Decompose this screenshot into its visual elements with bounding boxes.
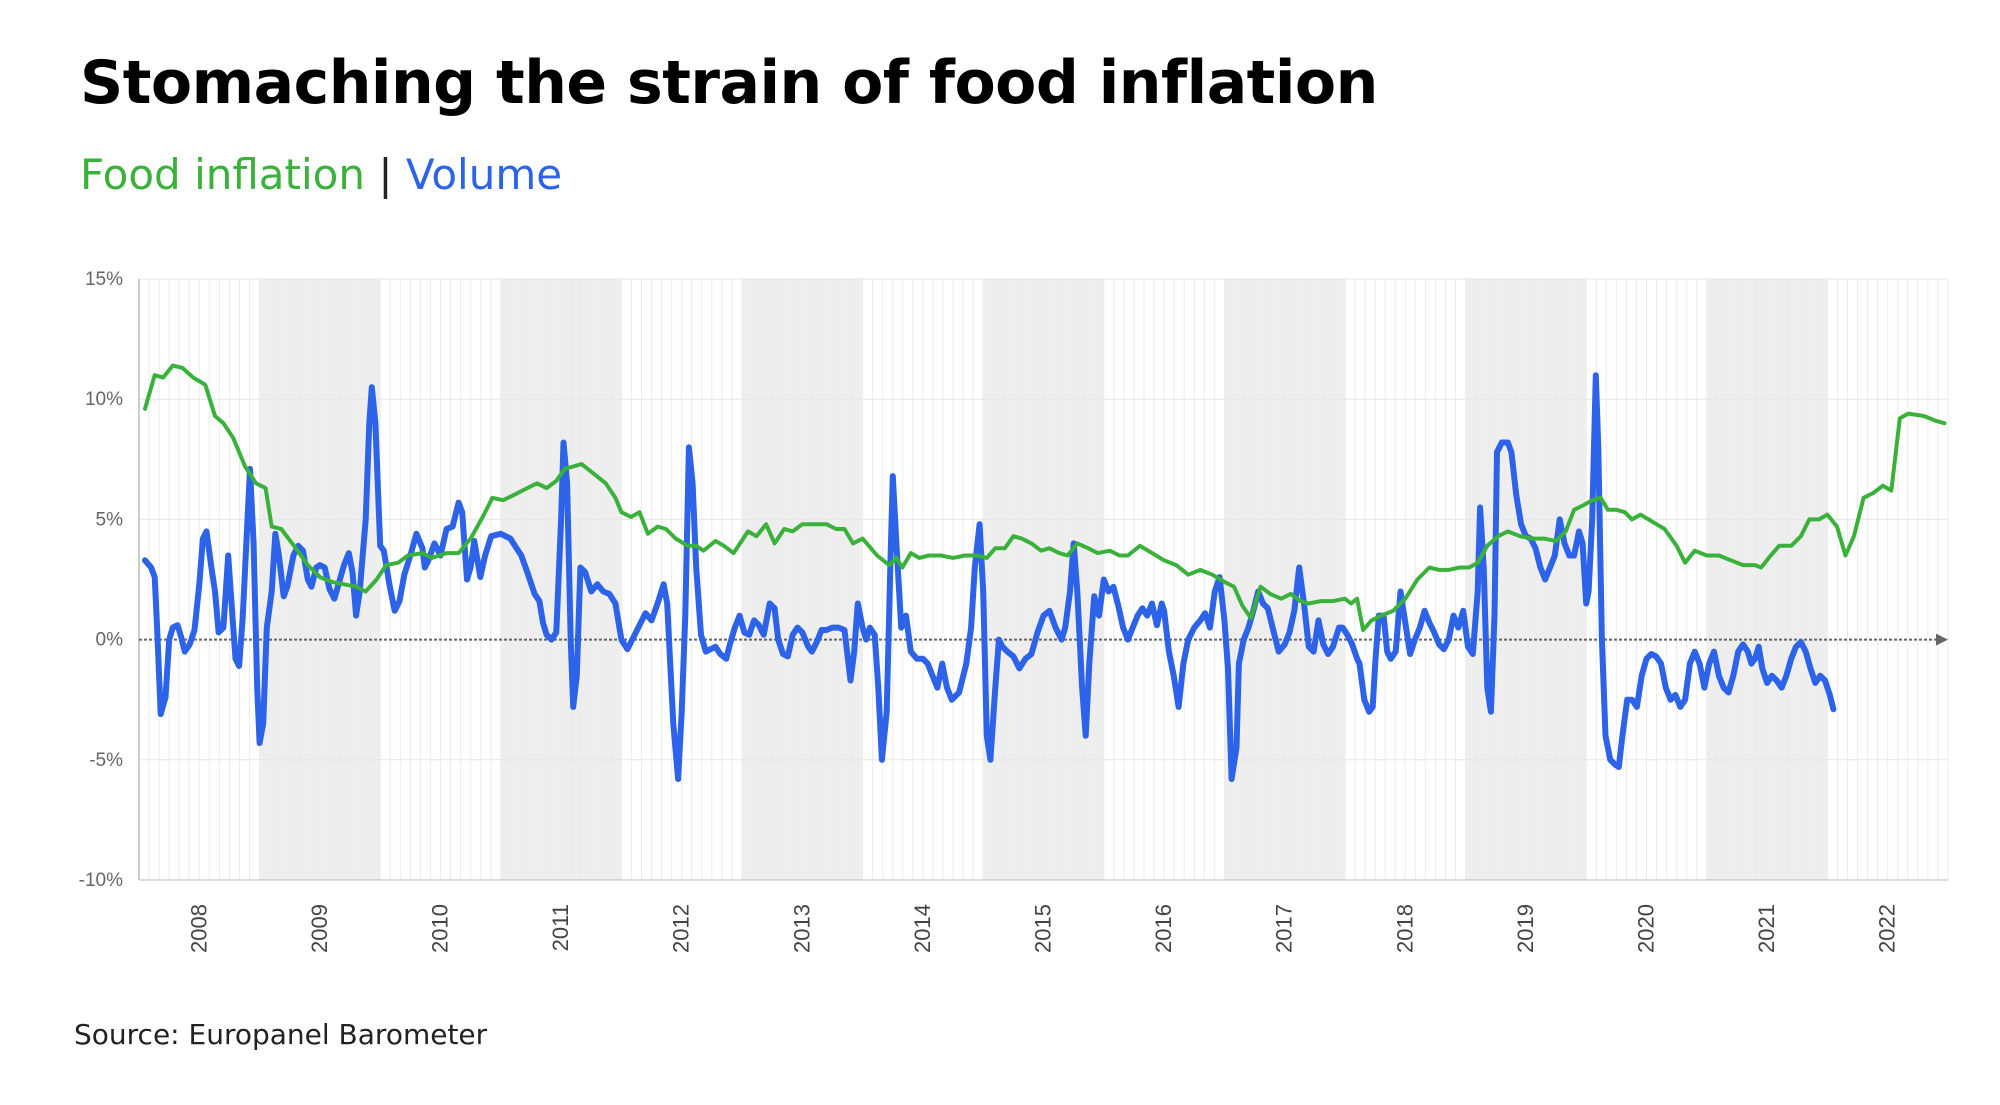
chart-title: Stomaching the strain of food inflation <box>80 48 1378 118</box>
series-line-volume <box>142 372 1837 782</box>
x-tick-label: 2022 <box>1875 904 1900 953</box>
x-tick-label: 2010 <box>428 904 453 953</box>
legend-food-inflation: Food inflation <box>80 150 365 199</box>
x-tick-label: 2011 <box>548 904 573 951</box>
x-tick-labels: 2008 2009 2010 2011 2012 2013 2014 2015 2016 2017… <box>186 904 1899 953</box>
legend-separator: | <box>378 150 393 199</box>
line-chart: 15%10%5%0%-5%-10% 2008 2009 2010 2011 2012 20… <box>79 269 1949 953</box>
x-tick-label: 2009 <box>307 904 332 953</box>
series-lines <box>142 363 1947 782</box>
x-tick-label: 2016 <box>1151 904 1176 953</box>
x-tick-label: 2021 <box>1754 904 1779 953</box>
chart-subtitle: Food inflation | Volume <box>80 150 562 199</box>
x-tick-label: 2014 <box>910 904 935 953</box>
x-tick-label: 2013 <box>789 904 814 953</box>
y-tick-label: 15% <box>85 269 123 290</box>
series-line-food-inflation <box>143 363 1947 632</box>
x-tick-label: 2020 <box>1634 904 1659 953</box>
x-tick-label: 2018 <box>1392 904 1417 953</box>
x-tick-label: 2017 <box>1272 904 1297 953</box>
y-tick-label: -10% <box>79 870 123 891</box>
zero-line-arrow <box>1936 633 1948 646</box>
y-tick-label: 0% <box>96 630 124 651</box>
axes <box>138 279 1948 881</box>
y-tick-label: -5% <box>89 750 123 771</box>
source-note: Source: Europanel Barometer <box>74 1018 488 1051</box>
gridlines <box>138 278 1949 881</box>
y-tick-labels: 15% 10% 5% 0% -5% -10% <box>79 269 123 891</box>
x-tick-label: 2019 <box>1513 904 1538 953</box>
x-tick-label: 2015 <box>1031 904 1056 953</box>
x-tick-label: 2012 <box>669 904 694 953</box>
y-tick-label: 5% <box>96 509 124 530</box>
x-tick-label: 2008 <box>186 904 211 953</box>
y-tick-label: 10% <box>85 389 123 410</box>
legend-volume: Volume <box>405 150 563 199</box>
